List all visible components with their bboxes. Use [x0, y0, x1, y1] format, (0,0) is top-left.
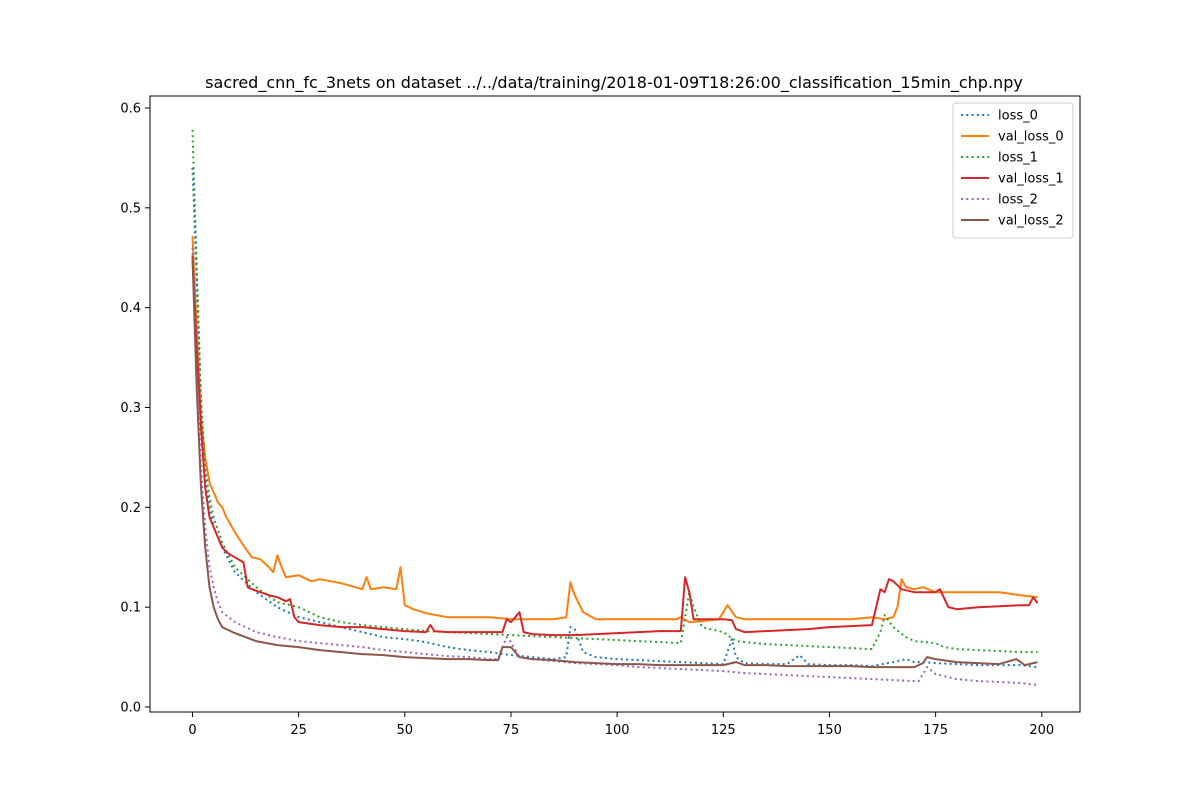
x-tick-label: 50 — [397, 723, 414, 738]
legend-label-val-loss-2: val_loss_2 — [998, 214, 1064, 229]
y-tick-label: 0.3 — [120, 401, 141, 416]
x-tick-label: 200 — [1029, 723, 1054, 738]
series-line-val-loss-2 — [191, 257, 1038, 669]
series-line-val-loss-1 — [191, 255, 1039, 637]
x-tick-label: 75 — [503, 723, 520, 738]
y-tick-label: 0.2 — [120, 501, 141, 516]
legend-label-val-loss-1: val_loss_1 — [998, 172, 1064, 187]
y-tick-label: 0.4 — [120, 301, 141, 316]
x-axis: 0 25 50 75 100 125 150 175 200 — [188, 712, 1054, 738]
plot-area — [149, 95, 1081, 713]
x-tick-label: 0 — [188, 723, 196, 738]
chart-title: sacred_cnn_fc_3nets on dataset ../../dat… — [205, 73, 1023, 93]
y-tick-label: 0.5 — [120, 201, 141, 216]
y-tick-label: 0.0 — [120, 701, 141, 716]
x-tick-label: 175 — [923, 723, 948, 738]
x-tick-label: 25 — [290, 723, 307, 738]
legend-label-loss-1: loss_1 — [998, 151, 1038, 166]
legend-label-loss-2: loss_2 — [998, 193, 1038, 208]
x-tick-label: 150 — [817, 723, 842, 738]
series-line-val-loss-0 — [191, 235, 1038, 624]
y-tick-label: 0.6 — [120, 101, 141, 116]
y-axis: 0.0 0.1 0.2 0.3 0.4 0.5 0.6 — [120, 101, 150, 716]
axes-frame — [149, 95, 1081, 713]
x-tick-label: 100 — [605, 723, 630, 738]
legend: loss_0 val_loss_0 loss_1 val_loss_1 loss_2va… — [952, 102, 1074, 239]
y-tick-label: 0.1 — [120, 601, 141, 616]
legend-label-val-loss-0: val_loss_0 — [998, 130, 1064, 145]
legend-label-loss-0: loss_0 — [998, 109, 1038, 124]
series-line-loss-1 — [191, 129, 1038, 654]
x-tick-label: 125 — [711, 723, 736, 738]
